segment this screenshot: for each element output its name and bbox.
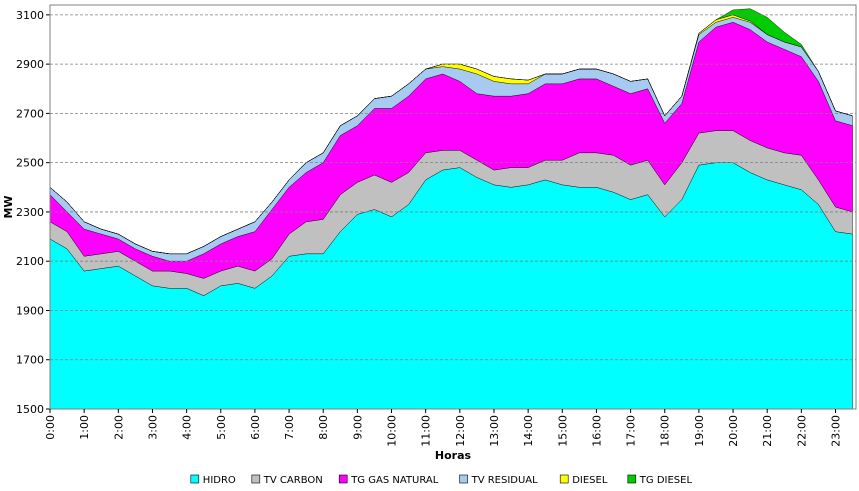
- y-tick-label: 1900: [16, 304, 44, 317]
- x-tick-label: 23:00: [830, 415, 843, 447]
- x-tick-label: 21:00: [761, 415, 774, 447]
- x-tick-label: 9:00: [351, 415, 364, 440]
- x-tick-label: 7:00: [283, 415, 296, 440]
- x-tick-label: 11:00: [420, 415, 433, 447]
- x-tick-label: 8:00: [317, 415, 330, 440]
- legend-label: TV RESIDUAL: [471, 475, 539, 486]
- legend-label: TV CARBON: [263, 475, 323, 486]
- x-tick-label: 3:00: [146, 415, 159, 440]
- x-tick-label: 18:00: [659, 415, 672, 447]
- legend-swatch: [338, 474, 348, 484]
- y-tick-label: 2900: [16, 58, 44, 71]
- y-tick-label: 1700: [16, 354, 44, 367]
- x-tick-label: 22:00: [795, 415, 808, 447]
- x-tick-label: 5:00: [215, 415, 228, 440]
- x-tick-label: 6:00: [249, 415, 262, 440]
- legend-label: HIDRO: [203, 475, 236, 486]
- x-tick-label: 15:00: [556, 415, 569, 447]
- x-tick-label: 20:00: [727, 415, 740, 447]
- x-tick-label: 17:00: [625, 415, 638, 447]
- y-tick-label: 2300: [16, 206, 44, 219]
- x-tick-label: 12:00: [454, 415, 467, 447]
- legend-label: TG DIESEL: [639, 475, 693, 486]
- legend-swatch: [251, 474, 261, 484]
- x-tick-label: 10:00: [386, 415, 399, 447]
- legend-swatch: [559, 474, 569, 484]
- y-tick-label: 2100: [16, 255, 44, 268]
- y-tick-label: 2500: [16, 157, 44, 170]
- x-tick-label: 19:00: [693, 415, 706, 447]
- x-tick-label: 14:00: [522, 415, 535, 447]
- legend-swatch: [627, 474, 637, 484]
- y-tick-label: 1500: [16, 403, 44, 416]
- x-tick-label: 16:00: [590, 415, 603, 447]
- legend-swatch: [459, 474, 468, 484]
- x-axis-title: Horas: [435, 449, 472, 462]
- y-tick-label: 3100: [16, 9, 44, 22]
- y-tick-label: 2700: [16, 107, 44, 120]
- x-tick-label: 13:00: [488, 415, 501, 447]
- legend-swatch: [190, 474, 200, 484]
- x-tick-label: 1:00: [78, 415, 91, 440]
- legend-label: DIESEL: [572, 475, 608, 486]
- x-tick-label: 4:00: [181, 415, 194, 440]
- x-tick-label: 2:00: [112, 415, 125, 440]
- legend-label: TG GAS NATURAL: [350, 475, 439, 486]
- x-tick-label: 0:00: [44, 415, 57, 440]
- plot-border: [49, 4, 857, 410]
- y-axis-title: MW: [2, 195, 15, 218]
